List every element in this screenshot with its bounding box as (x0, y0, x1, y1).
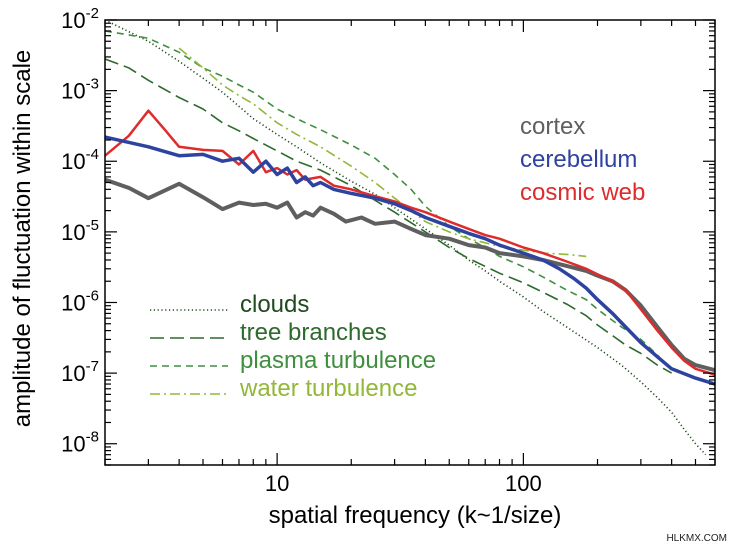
series-line-cosmic-web (105, 109, 715, 376)
series-line-plasma-turbulence (105, 30, 673, 371)
axis-ticks: 10 100 10-2 10-3 10-4 10-5 10-6 10-7 10-8 (61, 5, 716, 496)
legend-label-cerebellum: cerebellum (520, 146, 637, 173)
series-layer (105, 20, 715, 456)
x-tick-label: 10 (265, 471, 289, 496)
y-tick-label: 10-8 (61, 429, 99, 457)
legend-label-cortex: cortex (520, 113, 585, 140)
legend-label-cosmic-web: cosmic web (520, 179, 645, 206)
series-line-cerebellum (105, 135, 715, 386)
y-tick-label: 10-7 (61, 358, 99, 386)
x-tick-label: 100 (505, 471, 542, 496)
x-axis-label: spatial frequency (k~1/size) (269, 502, 562, 529)
watermark: HLKMX.COM (666, 533, 727, 544)
y-axis-label: amplitude of fluctuation within scale (9, 50, 36, 428)
y-tick-label: 10-6 (61, 287, 99, 315)
y-tick-label: 10-3 (61, 76, 99, 104)
legend-label-water-turbulence: water turbulence (239, 375, 417, 402)
legend-label-plasma-turbulence: plasma turbulence (240, 347, 436, 374)
y-tick-label: 10-5 (61, 217, 99, 245)
y-tick-label: 10-2 (61, 5, 99, 33)
series-line-clouds (105, 20, 707, 456)
legend-label-clouds: clouds (240, 291, 309, 318)
legend-label-tree-branches: tree branches (240, 319, 387, 346)
series-line-tree-branches (105, 58, 672, 374)
series-line-water-turbulence (178, 47, 587, 258)
legend-top: cortex cerebellum cosmic web (520, 113, 645, 206)
y-tick-label: 10-4 (61, 146, 99, 174)
